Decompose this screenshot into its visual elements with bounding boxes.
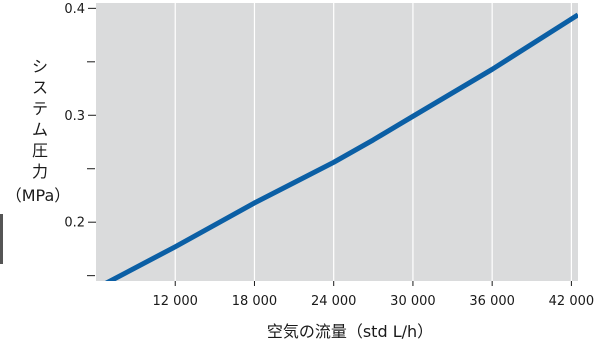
y-axis-title-char: ス [32,78,48,97]
x-tick-label: 42 000 [549,294,595,309]
y-axis-title: シ ス テ ム 圧 力 （MPa） [6,57,71,205]
y-axis-title-char: 力 [32,162,48,181]
y-axis-title-char: シ [32,57,48,76]
x-tick-label: 36 000 [469,294,515,309]
y-tick-label: 0.4 [64,2,85,17]
series-layer [104,12,578,281]
x-tick-label: 12 000 [152,294,198,309]
x-axis: 12 000 18 000 24 000 30 000 36 000 42 000 [152,281,594,309]
y-axis-title-char: テ [32,99,48,118]
y-axis-title-char: 圧 [32,141,48,160]
x-axis-title: 空気の流量（std L/h） [267,322,433,341]
y-axis-title-char: ム [32,120,48,139]
plot-area [96,3,578,281]
y-tick-label: 0.2 [64,216,85,231]
x-tick-label: 18 000 [232,294,278,309]
series-line [104,12,578,281]
x-tick-label: 24 000 [311,294,357,309]
y-axis: 0.2 0.3 0.4 [64,2,96,277]
edge-mark [0,214,3,264]
grid-lines [174,3,572,281]
y-tick-label: 0.3 [64,109,85,124]
x-tick-label: 30 000 [390,294,436,309]
y-axis-unit: （MPa） [6,186,71,205]
